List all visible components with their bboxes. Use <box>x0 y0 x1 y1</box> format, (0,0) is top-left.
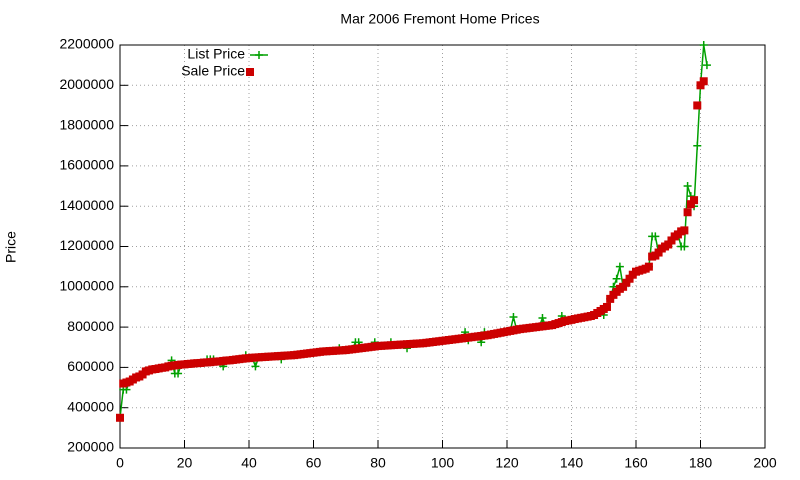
legend-label: List Price <box>187 46 245 62</box>
y-tick-label: 1000000 <box>59 278 114 294</box>
legend-marker <box>255 51 263 59</box>
point-marker <box>116 413 124 422</box>
point-marker <box>699 41 708 49</box>
point-marker <box>612 274 621 283</box>
point-marker <box>699 77 708 86</box>
y-tick-label: 1200000 <box>59 237 114 253</box>
x-tick-label: 140 <box>560 455 584 471</box>
x-tick-label: 100 <box>431 455 455 471</box>
legend-label: Sale Price <box>181 63 245 79</box>
x-tick-label: 0 <box>116 455 124 471</box>
point-marker <box>622 278 631 287</box>
point-marker <box>602 302 611 311</box>
point-marker <box>683 208 692 217</box>
point-marker <box>644 262 653 271</box>
point-marker <box>654 248 663 257</box>
y-tick-label: 1800000 <box>59 116 114 132</box>
point-marker <box>606 294 615 303</box>
point-marker <box>690 196 699 205</box>
legend-marker <box>246 68 254 76</box>
point-marker <box>683 182 692 191</box>
y-tick-label: 1600000 <box>59 157 114 173</box>
x-tick-label: 20 <box>177 455 193 471</box>
x-tick-label: 80 <box>370 455 386 471</box>
y-tick-label: 600000 <box>67 358 114 374</box>
chart-title: Mar 2006 Fremont Home Prices <box>340 11 539 27</box>
x-tick-label: 160 <box>624 455 648 471</box>
x-tick-label: 200 <box>753 455 777 471</box>
y-tick-label: 2200000 <box>59 36 114 52</box>
point-marker <box>693 101 702 110</box>
y-axis-label: Price <box>3 231 19 263</box>
y-tick-label: 400000 <box>67 398 114 414</box>
point-marker <box>509 313 518 322</box>
point-marker <box>174 369 183 378</box>
y-tick-label: 800000 <box>67 318 114 334</box>
point-marker <box>693 141 702 150</box>
point-marker <box>651 232 660 241</box>
point-marker <box>680 226 689 235</box>
x-tick-label: 40 <box>241 455 257 471</box>
point-marker <box>251 362 260 371</box>
y-tick-label: 2000000 <box>59 76 114 92</box>
point-marker <box>680 242 689 251</box>
point-marker <box>702 61 711 70</box>
point-marker <box>619 282 628 291</box>
point-marker <box>667 236 676 245</box>
plot-frame <box>119 44 766 449</box>
y-tick-label: 1400000 <box>59 197 114 213</box>
point-marker <box>686 200 695 209</box>
y-tick-label: 200000 <box>67 439 114 455</box>
point-marker <box>615 262 624 271</box>
x-tick-label: 180 <box>689 455 713 471</box>
point-marker <box>625 274 634 283</box>
point-marker <box>538 314 547 323</box>
x-tick-label: 60 <box>306 455 322 471</box>
x-tick-label: 120 <box>495 455 519 471</box>
point-marker <box>696 81 705 90</box>
point-marker <box>664 240 673 249</box>
